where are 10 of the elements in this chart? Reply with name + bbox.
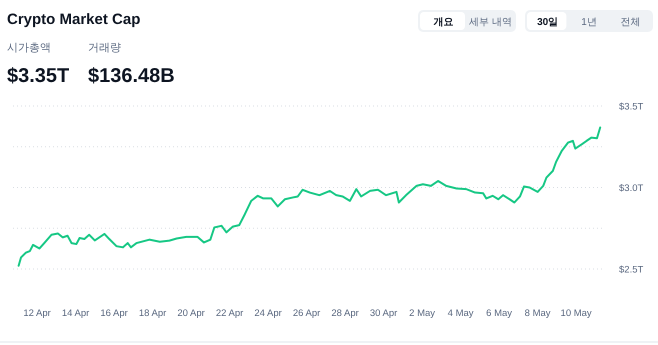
annotation: $136.48B — [88, 65, 175, 87]
annotation: 거래량 — [88, 42, 121, 54]
annotation: 30일 — [537, 17, 558, 28]
annotation: 세부 내역 — [469, 17, 512, 28]
annotation: $3.35T — [7, 65, 70, 87]
annotation: 1년 — [581, 17, 597, 28]
annotation: 전체 — [620, 17, 640, 28]
annotation: 시가총액 — [7, 42, 51, 54]
title: Crypto Market Cap — [7, 11, 140, 28]
annotation: 개요 — [434, 17, 454, 28]
